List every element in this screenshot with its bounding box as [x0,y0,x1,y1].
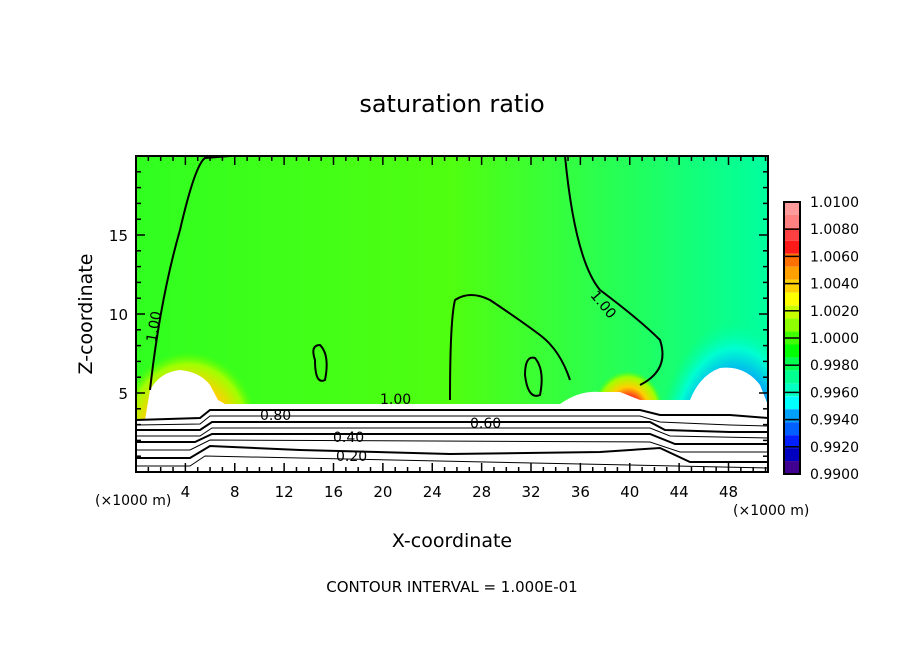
y-unit-label: (×1000 m) [733,503,809,519]
x-axis-label: X-coordinate [392,530,512,552]
colorbar-label: 1.0060 [810,249,859,265]
colorbar-label: 1.0080 [810,222,859,238]
contour-label: 1.00 [380,392,411,408]
x-tick-label: 20 [373,483,392,501]
colorbar-label: 1.0040 [810,277,859,293]
contour-label: 0.80 [260,408,291,424]
colorbar-swatch [784,214,800,228]
colorbar-swatch [784,383,800,397]
colorbar-swatch [784,435,800,449]
contour-interval-note: CONTOUR INTERVAL = 1.000E-01 [326,578,577,596]
colorbar-swatch [784,344,800,358]
colorbar-swatch [784,202,800,215]
colorbar-swatch [784,266,800,280]
colorbar-swatch [784,357,800,371]
x-tick-label: 36 [571,483,590,501]
x-tick-label: 16 [324,483,343,501]
colorbar-swatch [784,240,800,254]
contour-label: 1.00 [144,310,165,343]
x-tick-label: 4 [181,483,191,501]
x-tick-label: 8 [230,483,240,501]
colorbar-label: 0.9960 [810,385,859,401]
colorbar-label: 0.9980 [810,358,859,374]
contour-label: 0.60 [470,416,501,432]
x-tick-label: 44 [670,483,689,501]
colorbar-swatch [784,461,800,474]
colorbar-label: 1.0020 [810,304,859,320]
colorbar-swatch [784,396,800,410]
colorbar: 1.0100 1.0080 1.0060 1.0040 1.0020 1.0000 0.99… [783,195,859,483]
colorbar-swatch [784,292,800,306]
x-tick-label: 48 [719,483,738,501]
x-tick-label: 28 [472,483,491,501]
y-axis-label: Z-coordinate [75,254,97,375]
colorbar-label: 0.9920 [810,440,859,456]
colorbar-label: 0.9940 [810,413,859,429]
colorbar-label: 1.0000 [810,331,859,347]
x-tick-label: 40 [620,483,639,501]
colorbar-label: 0.9900 [810,467,859,483]
colorbar-swatch [784,227,800,241]
x-unit-label: (×1000 m) [95,493,171,509]
contour-lines [136,156,768,469]
colorbar-swatch [784,422,800,436]
x-tick-label: 24 [423,483,442,501]
field: 1.00 1.00 1.00 0.80 0.60 0.40 0.20 [136,156,768,472]
y-tick-label: 10 [109,306,128,324]
colorbar-swatch [784,318,800,332]
contour-label: 0.40 [333,430,364,446]
colorbar-swatch [784,305,800,319]
x-tick-label: 12 [275,483,294,501]
contour-label: 0.20 [336,449,367,465]
x-tick-label: 32 [521,483,540,501]
colorbar-label: 1.0100 [810,195,859,211]
y-tick-label: 5 [118,385,128,403]
colorbar-swatch [784,370,800,384]
colorbar-swatch [784,279,800,293]
colorbar-swatch [784,448,800,462]
y-tick-label: 15 [109,227,128,245]
chart-title: saturation ratio [359,90,544,118]
